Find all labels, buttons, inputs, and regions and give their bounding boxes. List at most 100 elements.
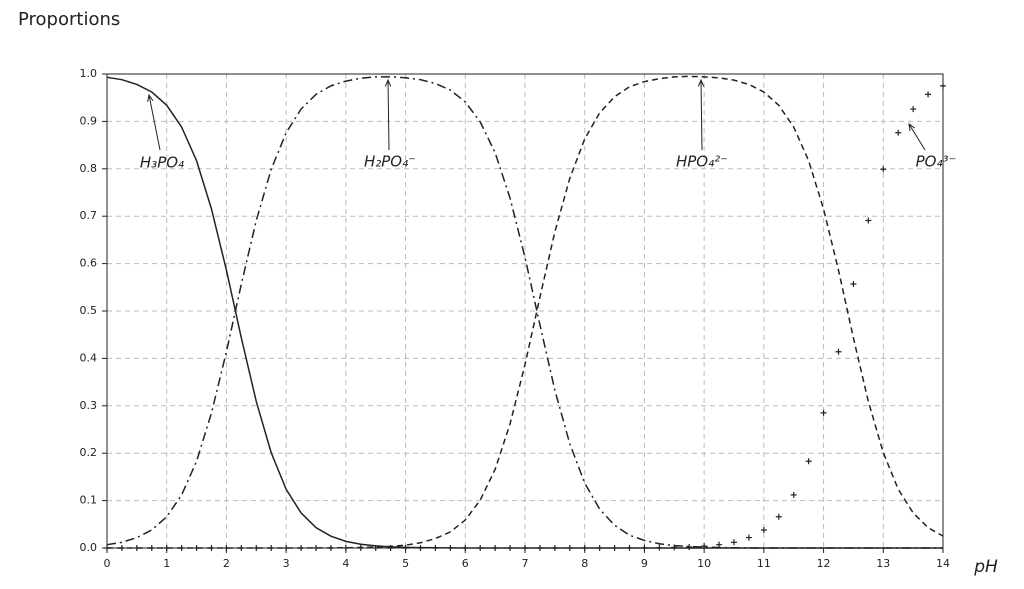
data-point	[880, 166, 887, 173]
data-point	[820, 409, 827, 416]
x-tick-label: 12	[817, 557, 831, 570]
data-point	[731, 539, 737, 546]
data-point	[641, 544, 648, 551]
data-point	[208, 545, 215, 551]
data-point	[313, 545, 319, 551]
data-point	[402, 545, 409, 551]
data-point	[671, 544, 678, 551]
data-point	[492, 545, 499, 551]
x-tick-label: 6	[462, 557, 469, 570]
y-tick-label: 0.4	[80, 351, 98, 364]
y-tick-label: 0.6	[80, 257, 98, 270]
series-line	[107, 75, 944, 549]
data-point	[387, 545, 394, 551]
data-point	[507, 545, 514, 551]
data-point	[895, 129, 902, 136]
annotation-arrowhead	[697, 78, 705, 87]
y-tick-label: 0.2	[80, 446, 98, 459]
y-tick-label: 0.9	[80, 114, 98, 127]
annotation-arrow	[387, 79, 390, 151]
chart-title: Proportions	[18, 9, 120, 30]
annotation: HPO₄²⁻	[676, 153, 728, 171]
data-point	[104, 545, 110, 551]
data-point	[850, 280, 857, 287]
data-point	[327, 545, 334, 551]
annotation-arrow	[700, 79, 703, 151]
data-point	[775, 513, 782, 520]
data-point	[551, 545, 558, 551]
data-point	[133, 545, 140, 551]
x-tick-label: 9	[641, 557, 648, 570]
data-point	[118, 545, 125, 551]
x-tick-label: 11	[757, 557, 771, 570]
data-point	[223, 545, 230, 551]
data-point	[760, 526, 767, 533]
data-point	[447, 545, 454, 551]
x-tick-label: 0	[104, 557, 111, 570]
annotation-arrowhead	[908, 122, 915, 131]
data-point	[910, 106, 917, 113]
data-point	[626, 544, 633, 551]
annotation: PO₄³⁻	[916, 153, 957, 171]
data-point	[716, 541, 723, 548]
y-tick-label: 0.8	[80, 162, 98, 175]
y-tick-label: 0.5	[80, 304, 98, 317]
annotation-arrow	[148, 94, 161, 151]
data-point	[357, 545, 364, 551]
x-tick-label: 14	[936, 557, 950, 570]
data-point	[656, 544, 663, 551]
annotation-arrowhead	[147, 93, 154, 102]
data-point	[701, 543, 708, 550]
x-tick-label: 5	[402, 557, 409, 570]
y-tick-label: 1.0	[80, 67, 98, 80]
y-tick-label: 0.0	[80, 541, 98, 554]
data-point	[522, 545, 528, 551]
data-point	[790, 491, 797, 498]
x-tick-label: 7	[522, 557, 529, 570]
data-point	[581, 545, 588, 551]
y-tick-label: 0.1	[80, 494, 98, 507]
data-point	[835, 348, 842, 355]
data-point	[283, 545, 290, 551]
data-point	[148, 545, 155, 551]
data-point	[940, 82, 946, 89]
data-point	[253, 545, 260, 551]
data-point	[372, 545, 379, 551]
x-tick-label: 10	[697, 557, 711, 570]
data-point	[477, 545, 484, 551]
data-point	[536, 545, 543, 551]
annotation-arrowhead	[384, 78, 392, 87]
data-point	[596, 545, 603, 551]
data-point	[432, 545, 439, 551]
x-tick-label: 1	[163, 557, 170, 570]
data-point	[462, 545, 469, 551]
data-point	[193, 545, 200, 551]
data-point	[268, 545, 275, 551]
data-point	[745, 534, 752, 541]
data-point	[925, 91, 932, 98]
data-point	[611, 544, 618, 551]
data-point	[805, 458, 812, 465]
data-point	[342, 545, 349, 551]
x-tick-label: 4	[342, 557, 349, 570]
y-tick-label: 0.3	[80, 399, 98, 412]
x-tick-label: 2	[223, 557, 230, 570]
data-point	[163, 545, 170, 551]
data-point	[178, 545, 185, 551]
data-point	[865, 217, 872, 224]
annotation: H₂PO₄⁻	[364, 153, 416, 171]
data-point	[238, 545, 245, 551]
y-tick-label: 0.7	[80, 209, 98, 222]
x-tick-label: 13	[876, 557, 890, 570]
x-tick-label: 3	[283, 557, 290, 570]
x-axis-label: pH	[973, 557, 998, 577]
annotation: H₃PO₄	[140, 154, 184, 172]
data-point	[417, 545, 424, 551]
data-point	[686, 543, 693, 550]
data-point	[566, 545, 573, 551]
x-tick-label: 8	[581, 557, 588, 570]
annotation-arrow	[908, 123, 926, 151]
data-point	[298, 545, 305, 551]
